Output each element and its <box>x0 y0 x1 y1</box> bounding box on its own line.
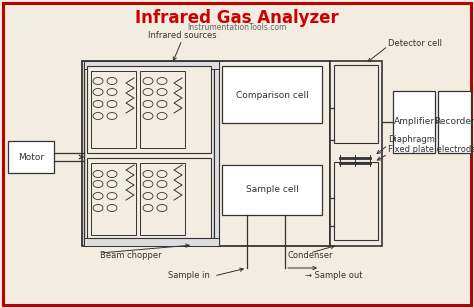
Ellipse shape <box>157 192 167 200</box>
Text: Amplifier: Amplifier <box>393 117 435 127</box>
Bar <box>91 71 136 148</box>
Bar <box>87 66 211 153</box>
Ellipse shape <box>107 78 117 84</box>
Bar <box>84 61 219 69</box>
Ellipse shape <box>157 171 167 177</box>
Ellipse shape <box>107 205 117 212</box>
Bar <box>87 158 211 238</box>
Text: InstrumentationTools.com: InstrumentationTools.com <box>187 23 287 33</box>
Ellipse shape <box>143 205 153 212</box>
Ellipse shape <box>107 88 117 95</box>
Ellipse shape <box>143 180 153 188</box>
Bar <box>8 141 54 173</box>
Ellipse shape <box>93 78 103 84</box>
Text: Beam chopper: Beam chopper <box>100 252 162 261</box>
Bar <box>140 163 185 235</box>
Bar <box>84 63 214 244</box>
Ellipse shape <box>157 88 167 95</box>
Bar <box>393 91 435 153</box>
Bar <box>140 71 185 148</box>
Text: → Sample out: → Sample out <box>305 271 363 281</box>
Ellipse shape <box>143 112 153 120</box>
Text: Infrared sources: Infrared sources <box>148 31 216 40</box>
Bar <box>334 162 378 240</box>
Ellipse shape <box>93 171 103 177</box>
Bar <box>222 66 322 123</box>
Ellipse shape <box>93 180 103 188</box>
Bar <box>330 61 382 246</box>
Bar <box>222 165 322 215</box>
Text: Fixed plate electrode: Fixed plate electrode <box>388 145 474 155</box>
Ellipse shape <box>143 88 153 95</box>
Ellipse shape <box>93 100 103 107</box>
Bar <box>82 61 330 246</box>
Text: Motor: Motor <box>18 152 44 161</box>
Ellipse shape <box>143 78 153 84</box>
Bar <box>334 65 378 143</box>
Text: Diaphragm: Diaphragm <box>388 136 435 144</box>
Ellipse shape <box>143 192 153 200</box>
Ellipse shape <box>157 205 167 212</box>
Ellipse shape <box>93 88 103 95</box>
Text: Infrared Gas Analyzer: Infrared Gas Analyzer <box>135 9 339 27</box>
Text: Recorder: Recorder <box>434 117 474 127</box>
Ellipse shape <box>93 112 103 120</box>
Ellipse shape <box>107 192 117 200</box>
Ellipse shape <box>157 78 167 84</box>
Ellipse shape <box>107 171 117 177</box>
Bar <box>214 61 219 246</box>
Ellipse shape <box>157 112 167 120</box>
Text: Comparison cell: Comparison cell <box>236 91 309 99</box>
Text: Condenser: Condenser <box>287 252 333 261</box>
Ellipse shape <box>93 205 103 212</box>
Ellipse shape <box>143 100 153 107</box>
Bar <box>91 163 136 235</box>
Ellipse shape <box>157 100 167 107</box>
Ellipse shape <box>143 171 153 177</box>
Bar <box>438 91 471 153</box>
Text: Sample cell: Sample cell <box>246 185 298 194</box>
Ellipse shape <box>107 100 117 107</box>
Text: Detector cell: Detector cell <box>388 38 442 47</box>
Ellipse shape <box>107 112 117 120</box>
Ellipse shape <box>107 180 117 188</box>
Text: Sample in: Sample in <box>168 271 210 281</box>
Bar <box>84 238 219 246</box>
Ellipse shape <box>93 192 103 200</box>
Ellipse shape <box>157 180 167 188</box>
